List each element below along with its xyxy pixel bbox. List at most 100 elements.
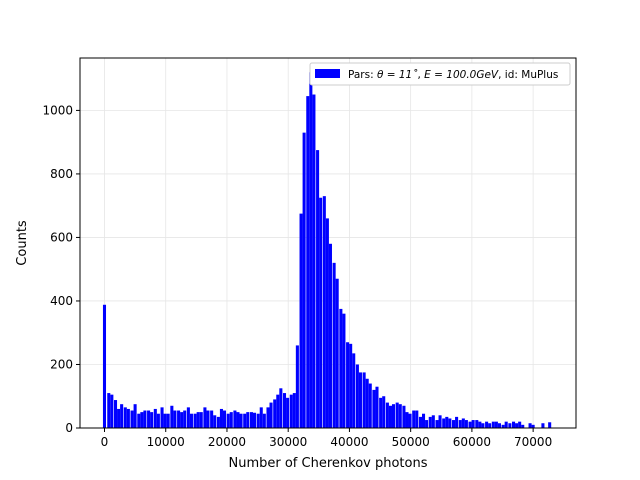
histogram-bar <box>312 94 316 429</box>
plot-frame <box>79 57 577 429</box>
histogram-bar <box>385 402 389 428</box>
histogram-bar <box>286 397 290 428</box>
x-tick-label: 40000 <box>330 435 368 449</box>
histogram-bar <box>435 420 439 428</box>
y-tick-label: 200 <box>50 357 73 371</box>
histogram-bar <box>512 421 516 428</box>
histogram-bar <box>319 197 323 428</box>
histogram-bar <box>193 413 197 428</box>
histogram-bar <box>442 418 446 428</box>
histogram-bar <box>246 412 250 428</box>
histogram-bar <box>438 415 442 428</box>
histogram-bar <box>382 396 386 428</box>
histogram-bar <box>518 421 522 428</box>
histogram-bar <box>117 408 121 428</box>
histogram-bar <box>335 278 339 428</box>
histogram-bar <box>372 389 376 428</box>
histogram-bar <box>475 420 479 428</box>
legend: Pars: θ = 11˚, E = 100.0GeV, id: MuPlus <box>309 62 571 86</box>
histogram-bar <box>259 407 263 428</box>
histogram-bar <box>485 421 489 428</box>
histogram-bar <box>339 308 343 428</box>
histogram-bar <box>418 416 422 428</box>
histogram-bar <box>203 407 207 428</box>
histogram-bar <box>346 342 350 428</box>
histogram-bar <box>219 408 223 428</box>
histogram-bar <box>448 418 452 428</box>
histogram-bar <box>206 410 210 428</box>
histogram-bar <box>130 410 134 428</box>
histogram-bar <box>269 402 273 428</box>
histogram-bar <box>180 412 184 428</box>
x-tick-label: 0 <box>101 435 109 449</box>
histogram-bar <box>379 397 383 428</box>
histogram-bar <box>508 423 512 428</box>
histogram-bar <box>501 424 505 428</box>
histogram-bar <box>177 410 181 428</box>
x-axis-label: Number of Cherenkov photons <box>229 456 428 471</box>
histogram-bar <box>415 410 419 428</box>
histogram-bar <box>504 421 508 428</box>
histogram-bar <box>355 364 359 428</box>
histogram-bar <box>102 304 107 428</box>
histogram-bar <box>210 410 214 428</box>
histogram-bar <box>478 421 482 428</box>
histogram-bar <box>186 407 190 428</box>
histogram-bar <box>236 412 240 428</box>
histogram-bar <box>497 423 501 428</box>
legend-box <box>309 62 571 86</box>
histogram-bar <box>292 393 296 428</box>
histogram-bar <box>405 412 409 428</box>
histogram-bar <box>488 423 492 428</box>
legend-label-theta: θ = 11˚ <box>377 69 418 81</box>
histogram-bar <box>163 413 167 428</box>
histogram-bar <box>358 372 362 428</box>
y-axis-ticks: 0 200 400 600 800 1000 <box>42 103 80 435</box>
histogram-bar <box>123 407 127 428</box>
histogram-bar <box>279 388 283 428</box>
histogram-bar <box>328 243 332 428</box>
histogram-bar <box>150 412 154 428</box>
x-tick-label: 50000 <box>392 435 430 449</box>
histogram-bar <box>107 393 111 428</box>
histogram-bar <box>458 420 462 428</box>
histogram-bar <box>515 423 519 428</box>
histogram-bar <box>216 416 220 428</box>
histogram-bar <box>120 404 124 428</box>
histogram-bar <box>531 424 535 428</box>
histogram-bar <box>113 400 118 428</box>
histogram-bar <box>422 413 426 428</box>
histogram-bar <box>282 393 287 428</box>
histogram-bar <box>256 413 260 428</box>
histogram-bar <box>491 421 495 428</box>
histogram-bars <box>102 72 552 429</box>
histogram-bar <box>143 410 147 428</box>
legend-swatch <box>315 69 340 78</box>
histogram-bar <box>166 413 170 428</box>
histogram-bar <box>461 418 465 428</box>
histogram-bar <box>249 412 253 428</box>
histogram-bar <box>273 399 277 428</box>
histogram-bar <box>408 413 412 428</box>
histogram-bar <box>395 402 399 428</box>
histogram-bar <box>541 423 545 428</box>
histogram-bar <box>349 343 353 428</box>
histogram-bar <box>388 405 392 428</box>
legend-label-energy: E = 100.0GeV <box>424 69 499 81</box>
histogram-bar <box>170 405 174 428</box>
histogram-bar <box>428 416 432 428</box>
histogram-bar <box>365 378 369 428</box>
histogram-bar <box>156 413 160 428</box>
histogram-bar <box>276 394 280 428</box>
x-tick-label: 30000 <box>269 435 307 449</box>
legend-label-suffix: , id: MuPlus <box>498 69 558 81</box>
y-axis-label: Counts <box>15 220 30 266</box>
histogram-bar <box>398 404 402 428</box>
legend-label-prefix: Pars: <box>348 69 377 81</box>
histogram-bar <box>196 412 200 428</box>
histogram-bar <box>391 404 396 428</box>
histogram-bar <box>266 407 270 428</box>
histogram-bar <box>309 72 313 428</box>
histogram-bar <box>233 410 237 428</box>
histogram-bar <box>243 413 247 428</box>
